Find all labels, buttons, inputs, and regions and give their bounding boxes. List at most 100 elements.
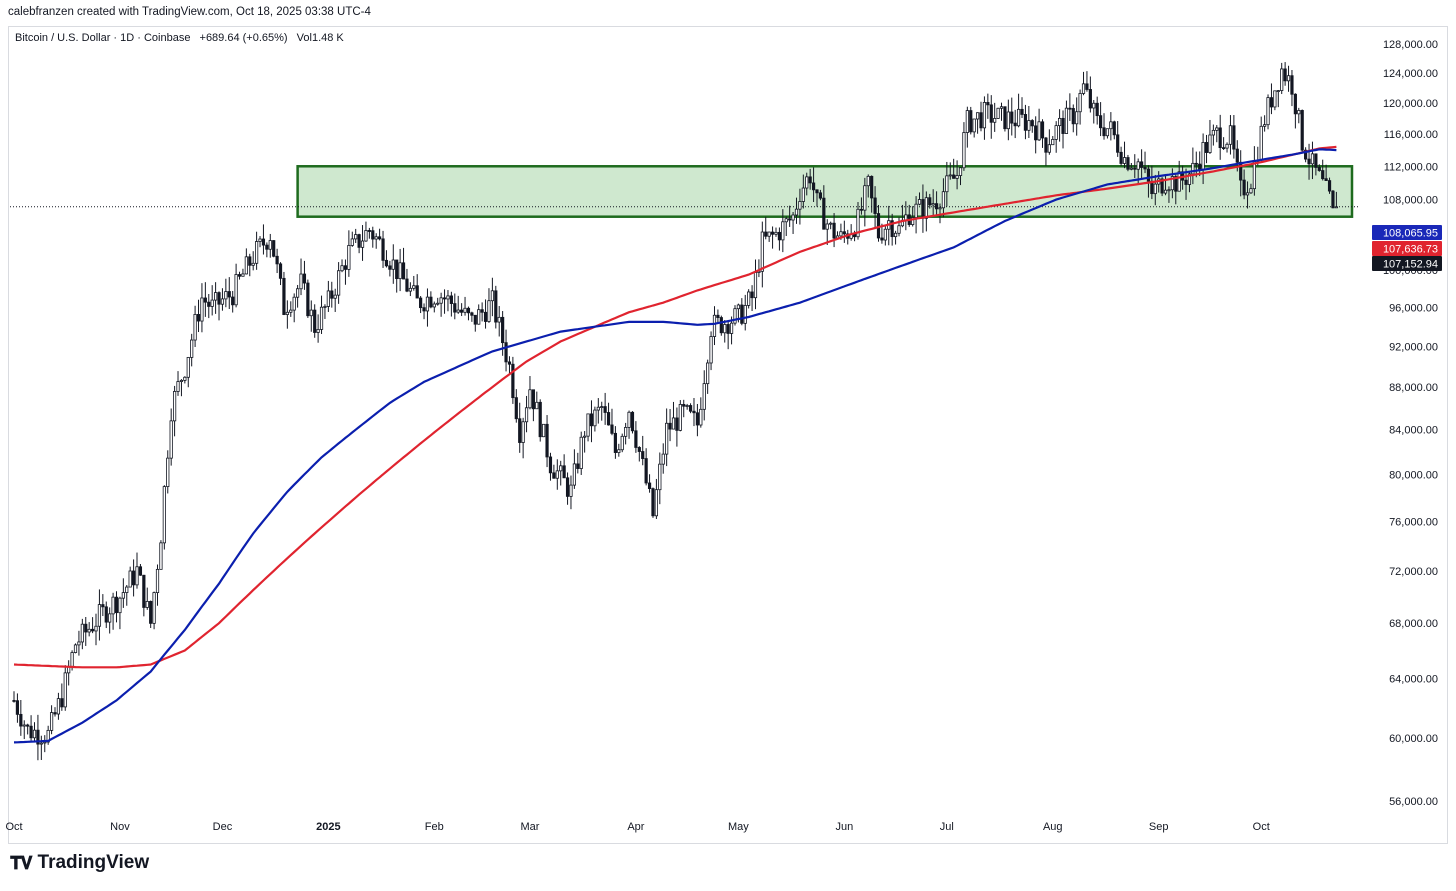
candle-body	[1174, 176, 1178, 192]
candle-body	[19, 713, 23, 727]
volume-readout: Vol1.48 K	[296, 32, 344, 44]
candle-body	[1304, 149, 1308, 160]
candle-body	[190, 339, 194, 358]
candle-body	[969, 110, 973, 133]
candle-body	[808, 176, 812, 184]
candle-body	[159, 542, 163, 570]
candle-body	[337, 270, 341, 296]
candle-body	[1276, 90, 1280, 92]
candle-body	[473, 314, 477, 325]
y-axis-tick-label: 84,000.00	[1389, 425, 1438, 437]
candle-body	[542, 423, 546, 438]
candle-body	[880, 237, 884, 241]
candle-body	[94, 625, 98, 632]
candle-body	[497, 316, 501, 323]
y-axis-tick-label: 128,000.00	[1383, 39, 1438, 51]
candle-body	[87, 628, 91, 633]
candle-body	[282, 277, 286, 315]
candle-body	[39, 742, 43, 745]
candle-body	[1184, 179, 1188, 185]
candle-body	[1092, 102, 1096, 109]
candle-body	[695, 412, 700, 426]
y-axis-tick-label: 80,000.00	[1389, 469, 1438, 481]
candle-body	[1071, 108, 1075, 125]
candle-body	[152, 592, 156, 624]
candle-body	[1177, 171, 1181, 192]
candle-body	[125, 586, 129, 593]
candle-body	[866, 175, 870, 187]
candle-body	[798, 201, 802, 210]
candle-body	[538, 401, 542, 438]
tradingview-logo[interactable]: 𝐓𝐕 TradingView	[10, 852, 149, 874]
candle-body	[665, 422, 669, 455]
x-axis-tick-label: May	[728, 821, 749, 833]
candle-body	[186, 357, 190, 378]
candle-body	[934, 203, 939, 210]
candle-body	[624, 427, 628, 437]
candle-body	[121, 592, 125, 599]
candle-body	[811, 182, 816, 191]
y-axis-tick-label: 112,000.00	[1384, 161, 1438, 173]
candle-body	[422, 307, 426, 312]
x-axis-tick-label: Jun	[835, 821, 853, 833]
candle-body	[412, 285, 416, 289]
y-axis-tick-label: 76,000.00	[1389, 516, 1438, 528]
candle-body	[948, 174, 952, 177]
candle-body	[972, 118, 976, 133]
candle-body	[172, 391, 177, 422]
candle-body	[661, 453, 665, 465]
candle-body	[511, 363, 515, 399]
candle-body	[716, 314, 720, 318]
candle-body	[897, 225, 901, 234]
candle-body	[360, 240, 365, 248]
candle-body	[559, 465, 563, 472]
candle-body	[893, 232, 898, 238]
tradingview-wordmark: TradingView	[37, 852, 150, 873]
candle-body	[1300, 110, 1304, 151]
candle-body	[343, 265, 348, 270]
candle-body	[388, 265, 392, 270]
candle-body	[794, 208, 799, 216]
candle-body	[200, 297, 204, 322]
candle-body	[248, 256, 252, 266]
candle-body	[719, 317, 723, 334]
candle-body	[770, 231, 775, 235]
candle-body	[1146, 168, 1151, 182]
candle-body	[565, 477, 570, 497]
candle-body	[90, 628, 95, 632]
candle-body	[227, 291, 231, 298]
candle-body	[699, 408, 703, 426]
candle-body	[1170, 176, 1174, 191]
candle-body	[217, 292, 221, 305]
candle-body	[1194, 162, 1198, 165]
candle-body	[436, 302, 440, 305]
candle-body	[108, 613, 112, 623]
candle-body	[1321, 170, 1325, 180]
candle-body	[921, 199, 925, 219]
candle-body	[350, 238, 354, 246]
candle-body	[176, 381, 180, 392]
candle-body	[658, 463, 662, 491]
candle-body	[1044, 137, 1048, 153]
price-tag-label: 108,065.95	[1383, 228, 1438, 240]
candle-body	[1088, 89, 1092, 109]
candle-body	[579, 436, 583, 469]
candle-body	[255, 241, 259, 264]
candle-body	[145, 600, 149, 608]
candle-body	[354, 234, 358, 240]
candle-body	[620, 435, 624, 451]
candle-body	[965, 110, 969, 133]
candle-body	[589, 413, 594, 427]
y-axis-tick-label: 60,000.00	[1389, 733, 1438, 745]
candle-body	[825, 223, 829, 230]
candle-body	[292, 296, 296, 311]
candle-body	[1290, 75, 1294, 95]
candle-body	[603, 406, 607, 413]
candle-body	[791, 214, 795, 221]
x-axis-tick-label: Dec	[213, 821, 233, 833]
candle-body	[1081, 83, 1086, 94]
candle-body	[162, 486, 166, 544]
candle-body	[419, 297, 423, 309]
candle-body	[692, 410, 696, 414]
